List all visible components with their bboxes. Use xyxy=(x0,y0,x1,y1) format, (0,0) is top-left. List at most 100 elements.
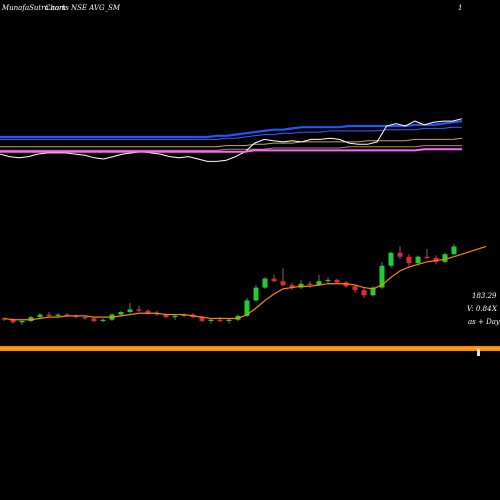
site-title: MunafaSutra.com xyxy=(1,4,66,12)
indicator-line-ma-mid xyxy=(0,137,463,148)
candle-body-up xyxy=(370,287,376,296)
candle-body-down xyxy=(145,310,151,314)
volume-unit-label: X xyxy=(491,305,498,313)
candle-body-down xyxy=(361,290,367,296)
candle xyxy=(388,251,394,269)
candle-body-up xyxy=(388,252,394,266)
candle-body-up xyxy=(253,287,259,301)
candle-body-up xyxy=(118,312,124,315)
candle-body-down xyxy=(199,317,205,321)
corner-marker: 1 xyxy=(458,4,462,12)
candle xyxy=(442,252,448,264)
candle-body-down xyxy=(406,256,412,264)
candle xyxy=(289,282,295,291)
candle-body-down xyxy=(73,315,79,318)
candle xyxy=(208,318,214,324)
candle-body-up xyxy=(262,278,268,288)
candle-body-down xyxy=(82,317,88,319)
candle xyxy=(91,317,97,323)
candle-body-down xyxy=(352,286,358,291)
volume-strip xyxy=(0,346,500,356)
candle-body-up xyxy=(451,246,457,255)
candle-body-down xyxy=(217,319,223,321)
candle-body-down xyxy=(1,318,7,320)
moving-average-line xyxy=(3,245,487,321)
candle xyxy=(46,312,52,318)
candle-body-down xyxy=(334,279,340,283)
indicator-line-pivot xyxy=(0,148,462,153)
volume-label: V: 0.84 xyxy=(467,305,492,313)
candle-body-down xyxy=(307,283,313,285)
candle-body-down xyxy=(154,313,160,315)
last-price-label: 183.29 xyxy=(472,292,497,300)
candle xyxy=(82,315,88,320)
candle-body-down xyxy=(10,319,16,323)
candle-body-down xyxy=(136,309,142,311)
candle-body-down xyxy=(433,258,439,262)
candle-body-up xyxy=(55,314,61,316)
candle xyxy=(262,277,268,289)
candle xyxy=(271,274,277,283)
candle-body-up xyxy=(19,321,25,323)
indicator-panel xyxy=(0,118,463,162)
candle xyxy=(64,313,70,318)
candle-body-up xyxy=(298,283,304,288)
candle xyxy=(343,281,349,288)
candle-body-down xyxy=(397,252,403,257)
candle xyxy=(253,285,259,302)
candle xyxy=(316,274,322,287)
candle-body-down xyxy=(163,314,169,318)
candle xyxy=(424,249,430,260)
candle xyxy=(1,317,7,321)
candle-body-down xyxy=(424,256,430,258)
candle-body-down xyxy=(271,278,277,282)
indicator-line-band-upper xyxy=(0,120,463,139)
candle xyxy=(397,246,403,260)
candle xyxy=(172,314,178,320)
period-label: as + Days xyxy=(468,318,500,326)
candle xyxy=(352,285,358,293)
candle xyxy=(100,318,106,323)
candle-body-down xyxy=(280,281,286,285)
candle-body-up xyxy=(325,279,331,282)
candle xyxy=(226,318,232,324)
chart-subtitle: Charts NSE AVG_SM xyxy=(45,4,121,12)
candle-body-down xyxy=(343,282,349,287)
candle-body-up xyxy=(172,315,178,318)
candle xyxy=(19,319,25,325)
candle-body-up xyxy=(28,317,34,321)
candle xyxy=(406,254,412,266)
candle-body-up xyxy=(244,300,250,316)
candle-body-down xyxy=(91,318,97,321)
candle-body-up xyxy=(442,254,448,262)
indicator-line-ma-slow xyxy=(0,145,462,151)
candle xyxy=(415,255,421,265)
candle xyxy=(298,279,304,289)
candle xyxy=(181,313,187,318)
candle xyxy=(55,313,61,318)
candle xyxy=(118,310,124,316)
candle-body-up xyxy=(37,314,43,318)
candle-body-up xyxy=(127,309,133,312)
candle xyxy=(451,243,457,256)
candle-body-up xyxy=(415,256,421,264)
price-panel xyxy=(1,243,487,325)
candle xyxy=(37,313,43,319)
candle-body-up xyxy=(208,319,214,321)
indicator-line-price-line xyxy=(0,118,463,162)
candle-body-up xyxy=(379,265,385,288)
candle-body-down xyxy=(46,314,52,316)
candle-body-down xyxy=(289,285,295,288)
candle-body-up xyxy=(100,319,106,321)
candle xyxy=(127,303,133,314)
candle xyxy=(280,268,286,287)
candle-body-up xyxy=(316,281,322,285)
candle xyxy=(325,277,331,284)
candle-body-down xyxy=(64,314,70,316)
candle xyxy=(361,287,367,298)
indicator-line-band-upper-2 xyxy=(0,126,462,140)
candle xyxy=(136,305,142,312)
candle xyxy=(28,315,34,323)
